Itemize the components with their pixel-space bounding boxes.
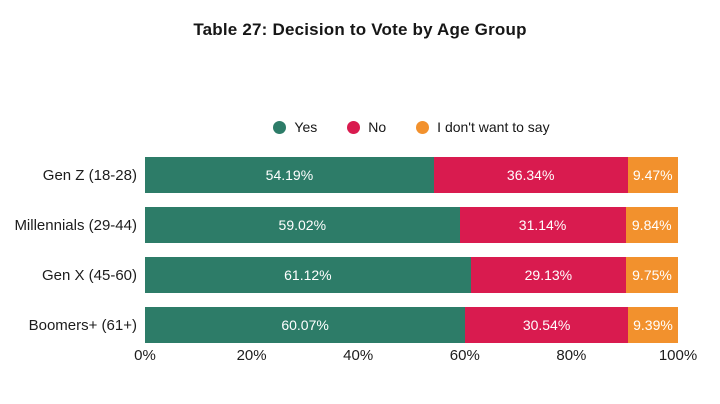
bar-segment-value: 59.02% — [278, 217, 327, 233]
category-label: Millennials (29-44) — [14, 216, 137, 234]
chart-title: Table 27: Decision to Vote by Age Group — [193, 20, 527, 39]
stacked-bar: 60.07% 30.54% 9.39% — [145, 307, 678, 343]
bar-segment: 54.19% — [145, 157, 434, 193]
legend-dot-icon — [347, 120, 361, 134]
bar-segment: 9.47% — [627, 157, 678, 193]
x-axis-tick-label: 40% — [343, 347, 374, 364]
x-axis-tick-label: 80% — [556, 347, 587, 364]
legend-label: No — [368, 119, 387, 135]
bar-segment-value: 29.13% — [524, 267, 573, 283]
legend-item: Yes — [273, 119, 317, 135]
category-label: Gen Z (18-28) — [42, 166, 137, 184]
stacked-bar: 59.02% 31.14% 9.84% — [145, 207, 678, 243]
stacked-bar: 54.19% 36.34% 9.47% — [145, 157, 678, 193]
legend-label: I don't want to say — [437, 119, 550, 135]
bar-row: Boomers+ (61+) 60.07% 30.54% 9.39% — [0, 307, 678, 343]
chart-rows: Gen Z (18-28) 54.19% 36.34% 9.47% Millennial… — [0, 157, 678, 357]
bar-row: Gen X (45-60) 61.12% 29.13% 9.75% — [0, 257, 678, 293]
legend-label: Yes — [294, 119, 318, 135]
bar-segment-value: 61.12% — [284, 267, 332, 283]
bar-segment: 31.14% — [459, 207, 626, 243]
x-axis: 0% 20% 40% 60% 80% 100% — [134, 347, 697, 369]
bar-segment: 9.39% — [627, 307, 678, 343]
bar-segment: 9.84% — [625, 207, 678, 243]
bar-row: Millennials (29-44) 59.02% 31.14% 9.84% — [0, 207, 678, 243]
x-axis-tick-label: 60% — [449, 347, 480, 364]
bar-segment: 36.34% — [433, 157, 628, 193]
legend-dot-icon — [416, 120, 430, 134]
category-label: Boomers+ (61+) — [28, 316, 137, 334]
bar-segment-value: 31.14% — [518, 217, 567, 233]
bar-segment-value: 36.34% — [506, 167, 555, 183]
bar-segment: 59.02% — [145, 207, 460, 243]
bar-segment-value: 9.84% — [631, 217, 672, 233]
bar-segment: 30.54% — [465, 307, 628, 343]
bar-row: Gen Z (18-28) 54.19% 36.34% 9.47% — [0, 157, 678, 193]
x-axis-tick-label: 100% — [658, 347, 698, 364]
x-axis-tick-label: 0% — [134, 347, 156, 364]
category-label: Gen X (45-60) — [41, 266, 137, 284]
x-axis-tick-label: 20% — [236, 347, 267, 364]
bar-segment-value: 9.39% — [633, 317, 673, 333]
bar-segment-value: 9.75% — [632, 267, 672, 283]
legend-item: No — [347, 119, 386, 135]
bar-segment-value: 9.47% — [632, 167, 673, 183]
bar-segment-value: 54.19% — [265, 167, 314, 183]
legend-item: I don't want to say — [416, 119, 550, 135]
legend: Yes No I don't want to say — [145, 117, 678, 137]
bar-segment: 9.75% — [626, 257, 678, 293]
legend-dot-icon — [273, 120, 287, 134]
bar-segment-value: 30.54% — [522, 317, 571, 333]
bar-segment: 61.12% — [145, 257, 471, 293]
stacked-bar: 61.12% 29.13% 9.75% — [145, 257, 678, 293]
bar-segment-value: 60.07% — [281, 317, 329, 333]
bar-segment: 60.07% — [145, 307, 466, 343]
bar-segment: 29.13% — [470, 257, 627, 293]
